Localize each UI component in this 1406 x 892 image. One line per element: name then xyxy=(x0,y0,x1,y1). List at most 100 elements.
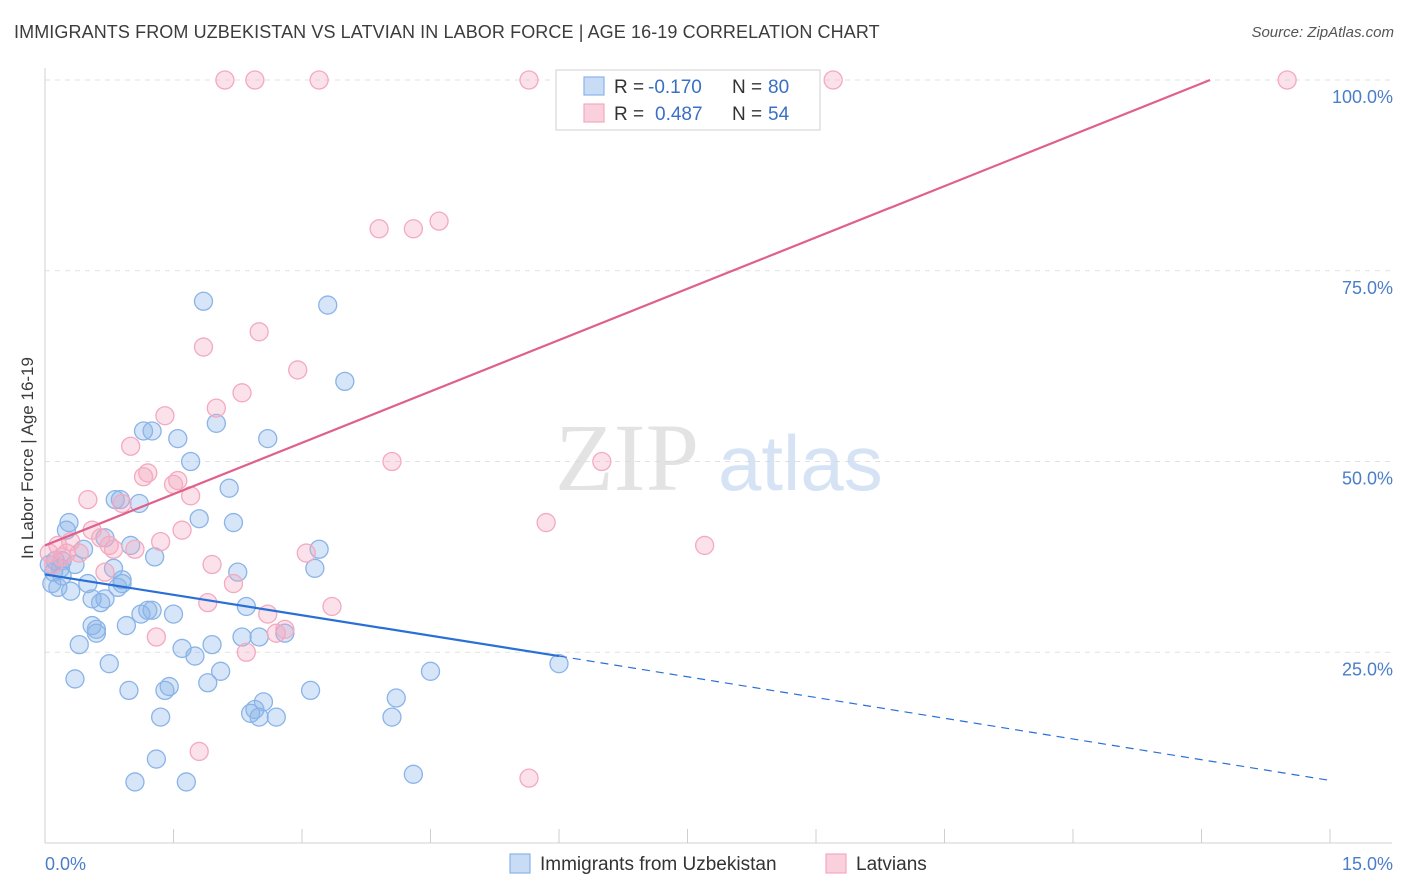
data-point xyxy=(138,600,158,620)
data-point xyxy=(592,451,612,472)
chart-title: IMMIGRANTS FROM UZBEKISTAN VS LATVIAN IN… xyxy=(14,22,880,42)
data-point xyxy=(258,428,278,449)
data-point xyxy=(189,741,209,762)
axes xyxy=(44,68,1392,844)
data-point xyxy=(198,593,218,613)
data-point xyxy=(61,581,81,601)
data-point xyxy=(78,489,98,510)
data-point xyxy=(180,451,201,472)
data-point xyxy=(296,543,316,563)
data-point xyxy=(275,619,295,640)
data-point xyxy=(146,749,167,769)
data-point xyxy=(116,615,137,636)
watermark: ZIP atlas xyxy=(555,404,883,511)
data-point xyxy=(150,531,171,552)
data-point xyxy=(69,543,89,563)
chart-source: Source: ZipAtlas.com xyxy=(1251,24,1394,41)
data-point xyxy=(125,539,145,559)
data-point xyxy=(694,535,715,556)
y-tick-label: 75.0% xyxy=(1342,278,1393,298)
data-point xyxy=(142,600,162,620)
data-point xyxy=(223,573,244,594)
legend-r-label-uzbekistan: R = xyxy=(614,77,649,98)
data-point xyxy=(429,211,449,231)
data-point xyxy=(249,627,269,647)
data-point xyxy=(206,398,226,418)
data-point xyxy=(420,661,441,681)
data-point xyxy=(215,70,235,90)
data-point xyxy=(382,451,402,472)
data-point xyxy=(65,669,85,689)
data-point xyxy=(119,680,139,701)
data-point xyxy=(59,512,79,533)
data-point xyxy=(206,413,226,434)
legend-swatch-uzbekistan xyxy=(583,76,605,96)
trend-line xyxy=(44,573,560,658)
grid-lines xyxy=(45,79,1392,653)
y-axis-label: In Labor Force | Age 16-19 xyxy=(18,357,37,559)
data-point xyxy=(193,337,214,357)
data-point xyxy=(369,219,389,239)
data-point xyxy=(300,680,321,701)
data-point xyxy=(236,642,256,662)
x-tick-label: 15.0% xyxy=(1342,854,1393,874)
data-point xyxy=(138,463,158,483)
data-point xyxy=(163,604,184,624)
data-point xyxy=(232,383,252,403)
data-point xyxy=(99,654,119,674)
data-point xyxy=(309,70,329,90)
legend-r-value-latvians: 0.487 xyxy=(655,104,703,125)
data-point xyxy=(318,295,338,315)
data-point xyxy=(155,406,175,426)
data-point xyxy=(249,707,269,727)
data-point xyxy=(172,520,192,540)
data-point xyxy=(1277,70,1297,90)
data-point xyxy=(403,219,424,239)
data-point xyxy=(86,619,107,640)
y-tick-label: 100.0% xyxy=(1332,87,1393,107)
data-point xyxy=(121,436,141,456)
bottom-legend-label-uzbekistan: Immigrants from Uzbekistan xyxy=(540,854,777,875)
data-point xyxy=(519,70,539,90)
trend-line xyxy=(44,78,1211,547)
data-point xyxy=(335,371,355,392)
data-point xyxy=(189,509,209,529)
data-point xyxy=(185,646,205,666)
bottom-legend-swatch-uzbekistan xyxy=(509,853,531,874)
data-point xyxy=(549,654,569,674)
data-point xyxy=(202,634,222,655)
tick-labels: 25.0% 50.0% 75.0% 100.0% 0.0% 15.0% xyxy=(45,87,1393,874)
data-point xyxy=(168,428,188,449)
data-point xyxy=(168,470,188,491)
data-point xyxy=(176,772,197,792)
data-point xyxy=(159,676,179,697)
legend-swatch-latvians xyxy=(583,103,605,123)
data-point xyxy=(536,512,556,533)
legend-r-label-latvians: R = xyxy=(614,104,649,125)
data-point xyxy=(386,688,406,708)
legend-n-value-latvians: 54 xyxy=(768,104,790,125)
data-point xyxy=(193,291,214,311)
trend-lines xyxy=(44,78,1331,782)
legend-n-label-latvians: N = xyxy=(732,104,767,125)
data-point xyxy=(322,596,342,617)
data-point xyxy=(219,478,239,498)
data-point xyxy=(288,360,308,380)
data-point xyxy=(103,539,124,559)
data-point xyxy=(142,421,162,441)
data-point xyxy=(382,707,402,727)
data-point xyxy=(202,554,222,575)
data-point xyxy=(112,570,132,590)
watermark-zip: ZIP xyxy=(555,404,699,511)
x-tick-label: 0.0% xyxy=(45,854,86,874)
legend-n-value-uzbekistan: 80 xyxy=(768,77,789,98)
legend-n-label-uzbekistan: N = xyxy=(732,77,767,98)
data-point xyxy=(249,322,269,342)
data-point xyxy=(112,493,132,514)
bottom-legend-label-latvians: Latvians xyxy=(856,854,927,875)
legend-r-value-uzbekistan: -0.170 xyxy=(648,77,702,98)
data-point xyxy=(253,692,274,712)
data-point xyxy=(403,764,424,784)
y-tick-label: 50.0% xyxy=(1342,469,1393,489)
